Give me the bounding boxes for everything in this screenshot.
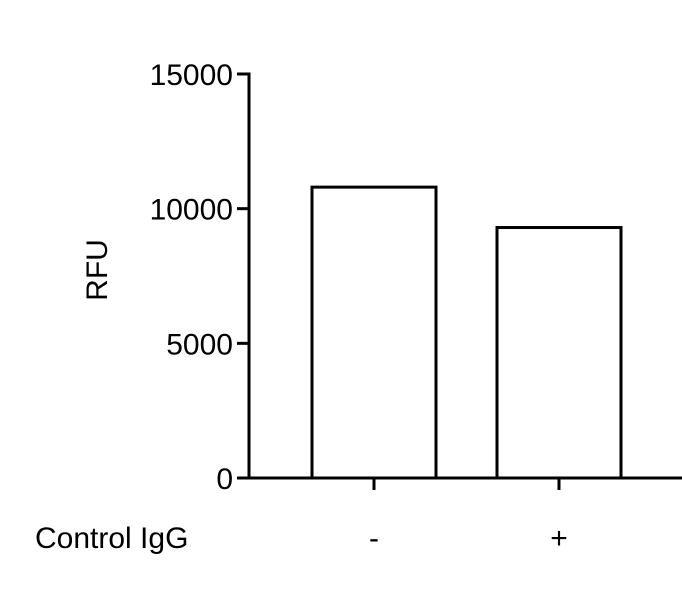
bar xyxy=(497,228,621,478)
x-tick-label: - xyxy=(369,522,379,555)
y-axis-title: RFU xyxy=(81,239,114,301)
y-axis: 0 5000 10000 15000 xyxy=(150,59,249,496)
bar xyxy=(312,187,436,478)
bars xyxy=(312,187,621,478)
y-tick-label: 10000 xyxy=(150,194,233,227)
x-axis: -+ xyxy=(248,478,682,555)
control-igg-row-label: Control IgG xyxy=(35,522,188,555)
y-tick-label: 15000 xyxy=(150,59,233,92)
x-tick-label: + xyxy=(550,522,568,555)
y-tick-label: 0 xyxy=(216,463,233,496)
y-tick-label: 5000 xyxy=(166,328,233,361)
